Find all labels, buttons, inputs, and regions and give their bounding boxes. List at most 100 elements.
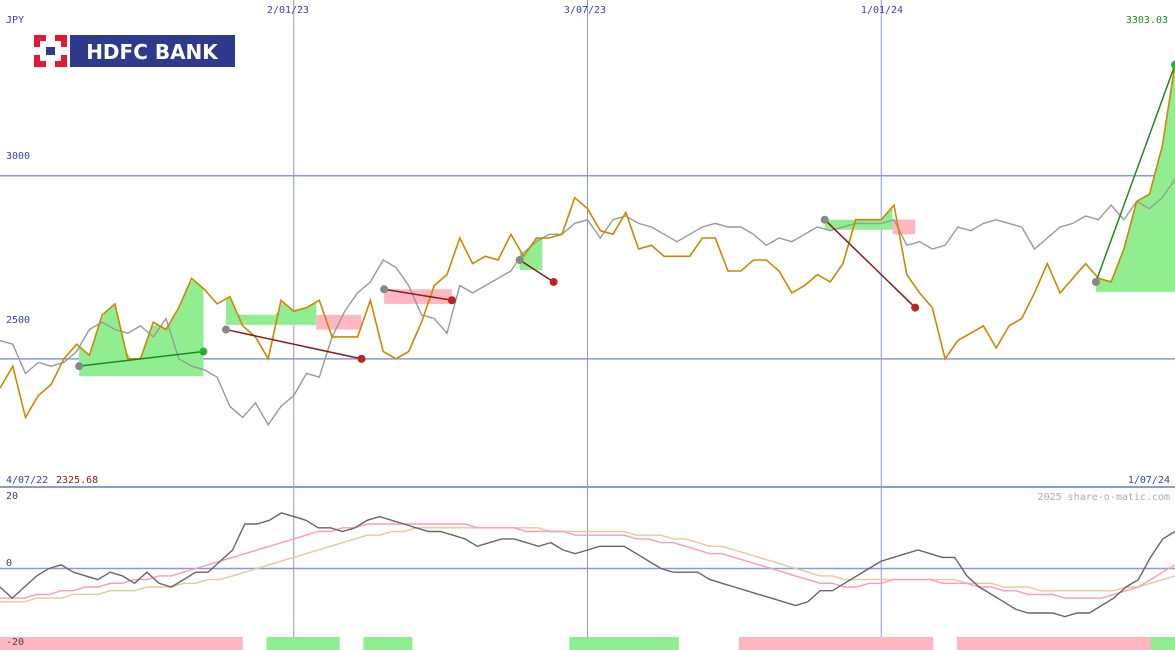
- macd-histogram-bar-68: [811, 637, 825, 650]
- shaded-region-4: [384, 289, 452, 304]
- shaded-region-1: [79, 279, 204, 377]
- macd-histogram-bar-54: [642, 637, 655, 650]
- macd-histogram-bar-53: [629, 637, 643, 650]
- price-panel-trend-segments: [75, 60, 1175, 371]
- macd-histogram-bar-11: [121, 637, 134, 650]
- macd-histogram-bar-87: [1041, 637, 1055, 650]
- macd-histogram-bar-93: [1114, 637, 1128, 650]
- macd-histogram-bar-5: [48, 637, 62, 650]
- currency-label: JPY: [6, 15, 24, 26]
- macd-histogram-bar-63: [751, 637, 764, 650]
- macd-histogram-bar-13: [145, 637, 158, 650]
- macd-histogram-bar-8: [84, 637, 98, 650]
- macd-histogram-bar-91: [1090, 637, 1103, 650]
- macd-histogram-bar-24: [278, 637, 292, 650]
- macd-histogram-bar-7: [72, 637, 86, 650]
- trend-start-marker-2: [221, 325, 230, 334]
- macd-histogram-bar-12: [133, 637, 146, 650]
- macd-histogram-bar-95: [1138, 637, 1152, 650]
- macd-histogram-bar-67: [799, 637, 813, 650]
- macd-y-tick-20: 20: [6, 491, 18, 502]
- trend-end-marker-4: [549, 277, 558, 286]
- macd-histogram-bar-28: [327, 637, 340, 650]
- macd-line: [0, 512, 1175, 618]
- macd-histogram-bar-88: [1053, 637, 1067, 650]
- macd-histogram-bar-75: [896, 637, 910, 650]
- trend-start-marker-4: [515, 255, 524, 264]
- macd-histogram-bar-31: [363, 637, 377, 650]
- macd-histogram-bar-17: [193, 637, 207, 650]
- hdfc-logo: HDFC BANK: [34, 35, 235, 67]
- macd-histogram-bar-80: [956, 637, 970, 650]
- last-price-label: 3303.03: [1126, 15, 1168, 26]
- comparison-line: [0, 64, 1175, 420]
- macd-histogram-bar-64: [763, 637, 776, 650]
- macd-histogram-bar-52: [617, 637, 631, 650]
- trend-start-marker-6: [1091, 277, 1100, 286]
- macd-histogram-bar-26: [302, 637, 316, 650]
- shaded-region-7: [892, 219, 916, 235]
- logo-text: HDFC BANK: [86, 40, 219, 64]
- trend-segment-3: [384, 288, 453, 301]
- macd-histogram-bar-20: [230, 637, 243, 650]
- macd-histogram-bar-19: [218, 637, 231, 650]
- trend-segment-1: [78, 350, 204, 367]
- trend-end-marker-1: [199, 347, 208, 356]
- trend-end-marker-2: [357, 354, 366, 363]
- macd-histogram-bar-56: [666, 637, 679, 650]
- macd-histogram-bar-85: [1017, 637, 1031, 650]
- macd-histogram-bar-16: [181, 637, 195, 650]
- macd-histogram-bar-34: [399, 637, 413, 650]
- macd-histogram-bar-1: [0, 637, 13, 650]
- macd-histogram-bar-6: [60, 637, 74, 650]
- x-tick-label-2: 3/07/23: [564, 5, 606, 16]
- macd-histogram-bar-49: [581, 637, 595, 650]
- price-panel-series: [0, 64, 1175, 427]
- macd-histogram-bar-72: [860, 637, 873, 650]
- trend-segment-5: [824, 219, 916, 309]
- macd-histogram-bar-66: [787, 637, 800, 650]
- trend-end-marker-5: [911, 303, 920, 312]
- macd-histogram-bar-97: [1162, 637, 1175, 650]
- trend-end-marker-6: [1171, 60, 1175, 69]
- macd-histogram-bar-27: [314, 637, 328, 650]
- macd-histogram-bar-65: [775, 637, 788, 650]
- macd-histogram-bar-32: [375, 637, 389, 650]
- macd-histogram-bar-33: [387, 637, 401, 650]
- macd-histogram-bar-90: [1078, 637, 1091, 650]
- logo-text-box: [70, 35, 235, 67]
- y-tick-label-3000: 3000: [6, 151, 30, 162]
- shaded-region-5: [519, 238, 543, 270]
- trend-start-marker-3: [380, 285, 389, 294]
- macd-slow-line: [0, 527, 1175, 603]
- x-tick-label-3: 1/01/24: [861, 5, 903, 16]
- trend-start-marker-5: [820, 215, 829, 224]
- macd-histogram-bar-89: [1065, 637, 1079, 650]
- macd-histogram-bar-81: [969, 637, 982, 650]
- macd-histogram-bar-4: [36, 637, 49, 650]
- macd-histogram-bar-10: [109, 637, 122, 650]
- x-start-label: 4/07/22: [6, 475, 48, 486]
- macd-histogram-bar-55: [654, 637, 667, 650]
- shaded-region-2: [226, 296, 317, 325]
- x-end-label: 1/07/24: [1128, 475, 1170, 486]
- macd-y-tick-minus-20: -20: [6, 637, 24, 648]
- first-price-label: 2325.68: [56, 475, 98, 486]
- trend-start-marker-1: [75, 362, 84, 371]
- macd-histogram-bar-23: [266, 637, 280, 650]
- trend-end-marker-3: [447, 296, 456, 305]
- trend-segment-4: [519, 259, 555, 283]
- trend-segment-6: [1095, 64, 1175, 283]
- macd-panel-series: [0, 512, 1175, 618]
- macd-histogram-bar-84: [1005, 637, 1019, 650]
- trend-segment-2: [225, 328, 362, 360]
- macd-histogram-bar-77: [920, 637, 934, 650]
- price-line: [0, 178, 1175, 427]
- x-tick-label-1: 2/01/23: [267, 5, 309, 16]
- macd-histogram-bar-48: [569, 637, 582, 650]
- price-panel-shaded-regions: [79, 64, 1175, 377]
- macd-histogram-bar-96: [1150, 637, 1164, 650]
- macd-histogram-bar-62: [738, 637, 752, 650]
